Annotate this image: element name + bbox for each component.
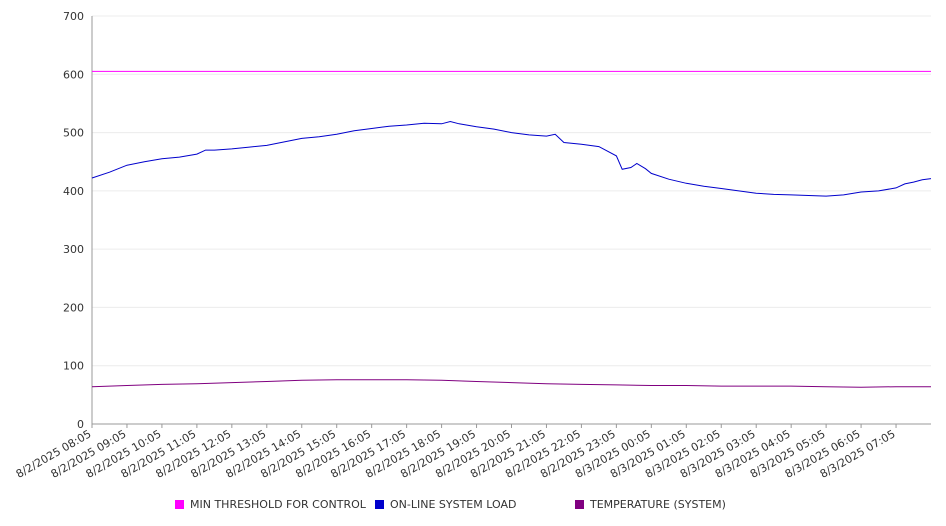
legend-swatch [375,500,384,509]
legend-label: ON-LINE SYSTEM LOAD [390,498,517,511]
legend-item: ON-LINE SYSTEM LOAD [375,498,516,511]
y-tick-label: 100 [63,360,84,373]
legend-item: TEMPERATURE (SYSTEM) [575,498,726,511]
series-line-on-line-system-load [91,120,932,197]
legend-label: TEMPERATURE (SYSTEM) [590,498,726,511]
y-tick-label: 400 [63,185,84,198]
y-tick-label: 300 [63,243,84,256]
y-tick-label: 200 [63,301,84,314]
legend-label: MIN THRESHOLD FOR CONTROL [190,498,366,511]
y-tick-label: 500 [63,127,84,140]
legend-swatch [575,500,584,509]
y-tick-label: 700 [63,10,84,23]
y-tick-label: 0 [77,418,84,431]
y-tick-label: 600 [63,68,84,81]
legend-item: MIN THRESHOLD FOR CONTROL [175,498,366,511]
legend-swatch [175,500,184,509]
series-line-temperature-system [91,379,931,388]
chart-legend: MIN THRESHOLD FOR CONTROL ON-LINE SYSTEM … [0,496,946,516]
